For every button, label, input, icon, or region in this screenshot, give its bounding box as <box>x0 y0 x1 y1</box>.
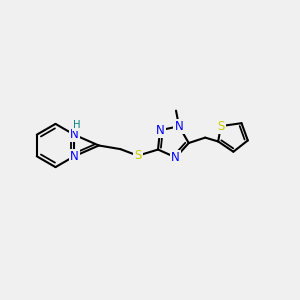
Text: H: H <box>73 120 80 130</box>
Text: N: N <box>156 124 164 137</box>
Text: N: N <box>171 151 180 164</box>
Text: N: N <box>175 120 183 133</box>
Text: S: S <box>217 120 225 133</box>
Text: N: N <box>70 128 79 141</box>
Text: S: S <box>134 149 142 162</box>
Text: N: N <box>70 150 79 163</box>
